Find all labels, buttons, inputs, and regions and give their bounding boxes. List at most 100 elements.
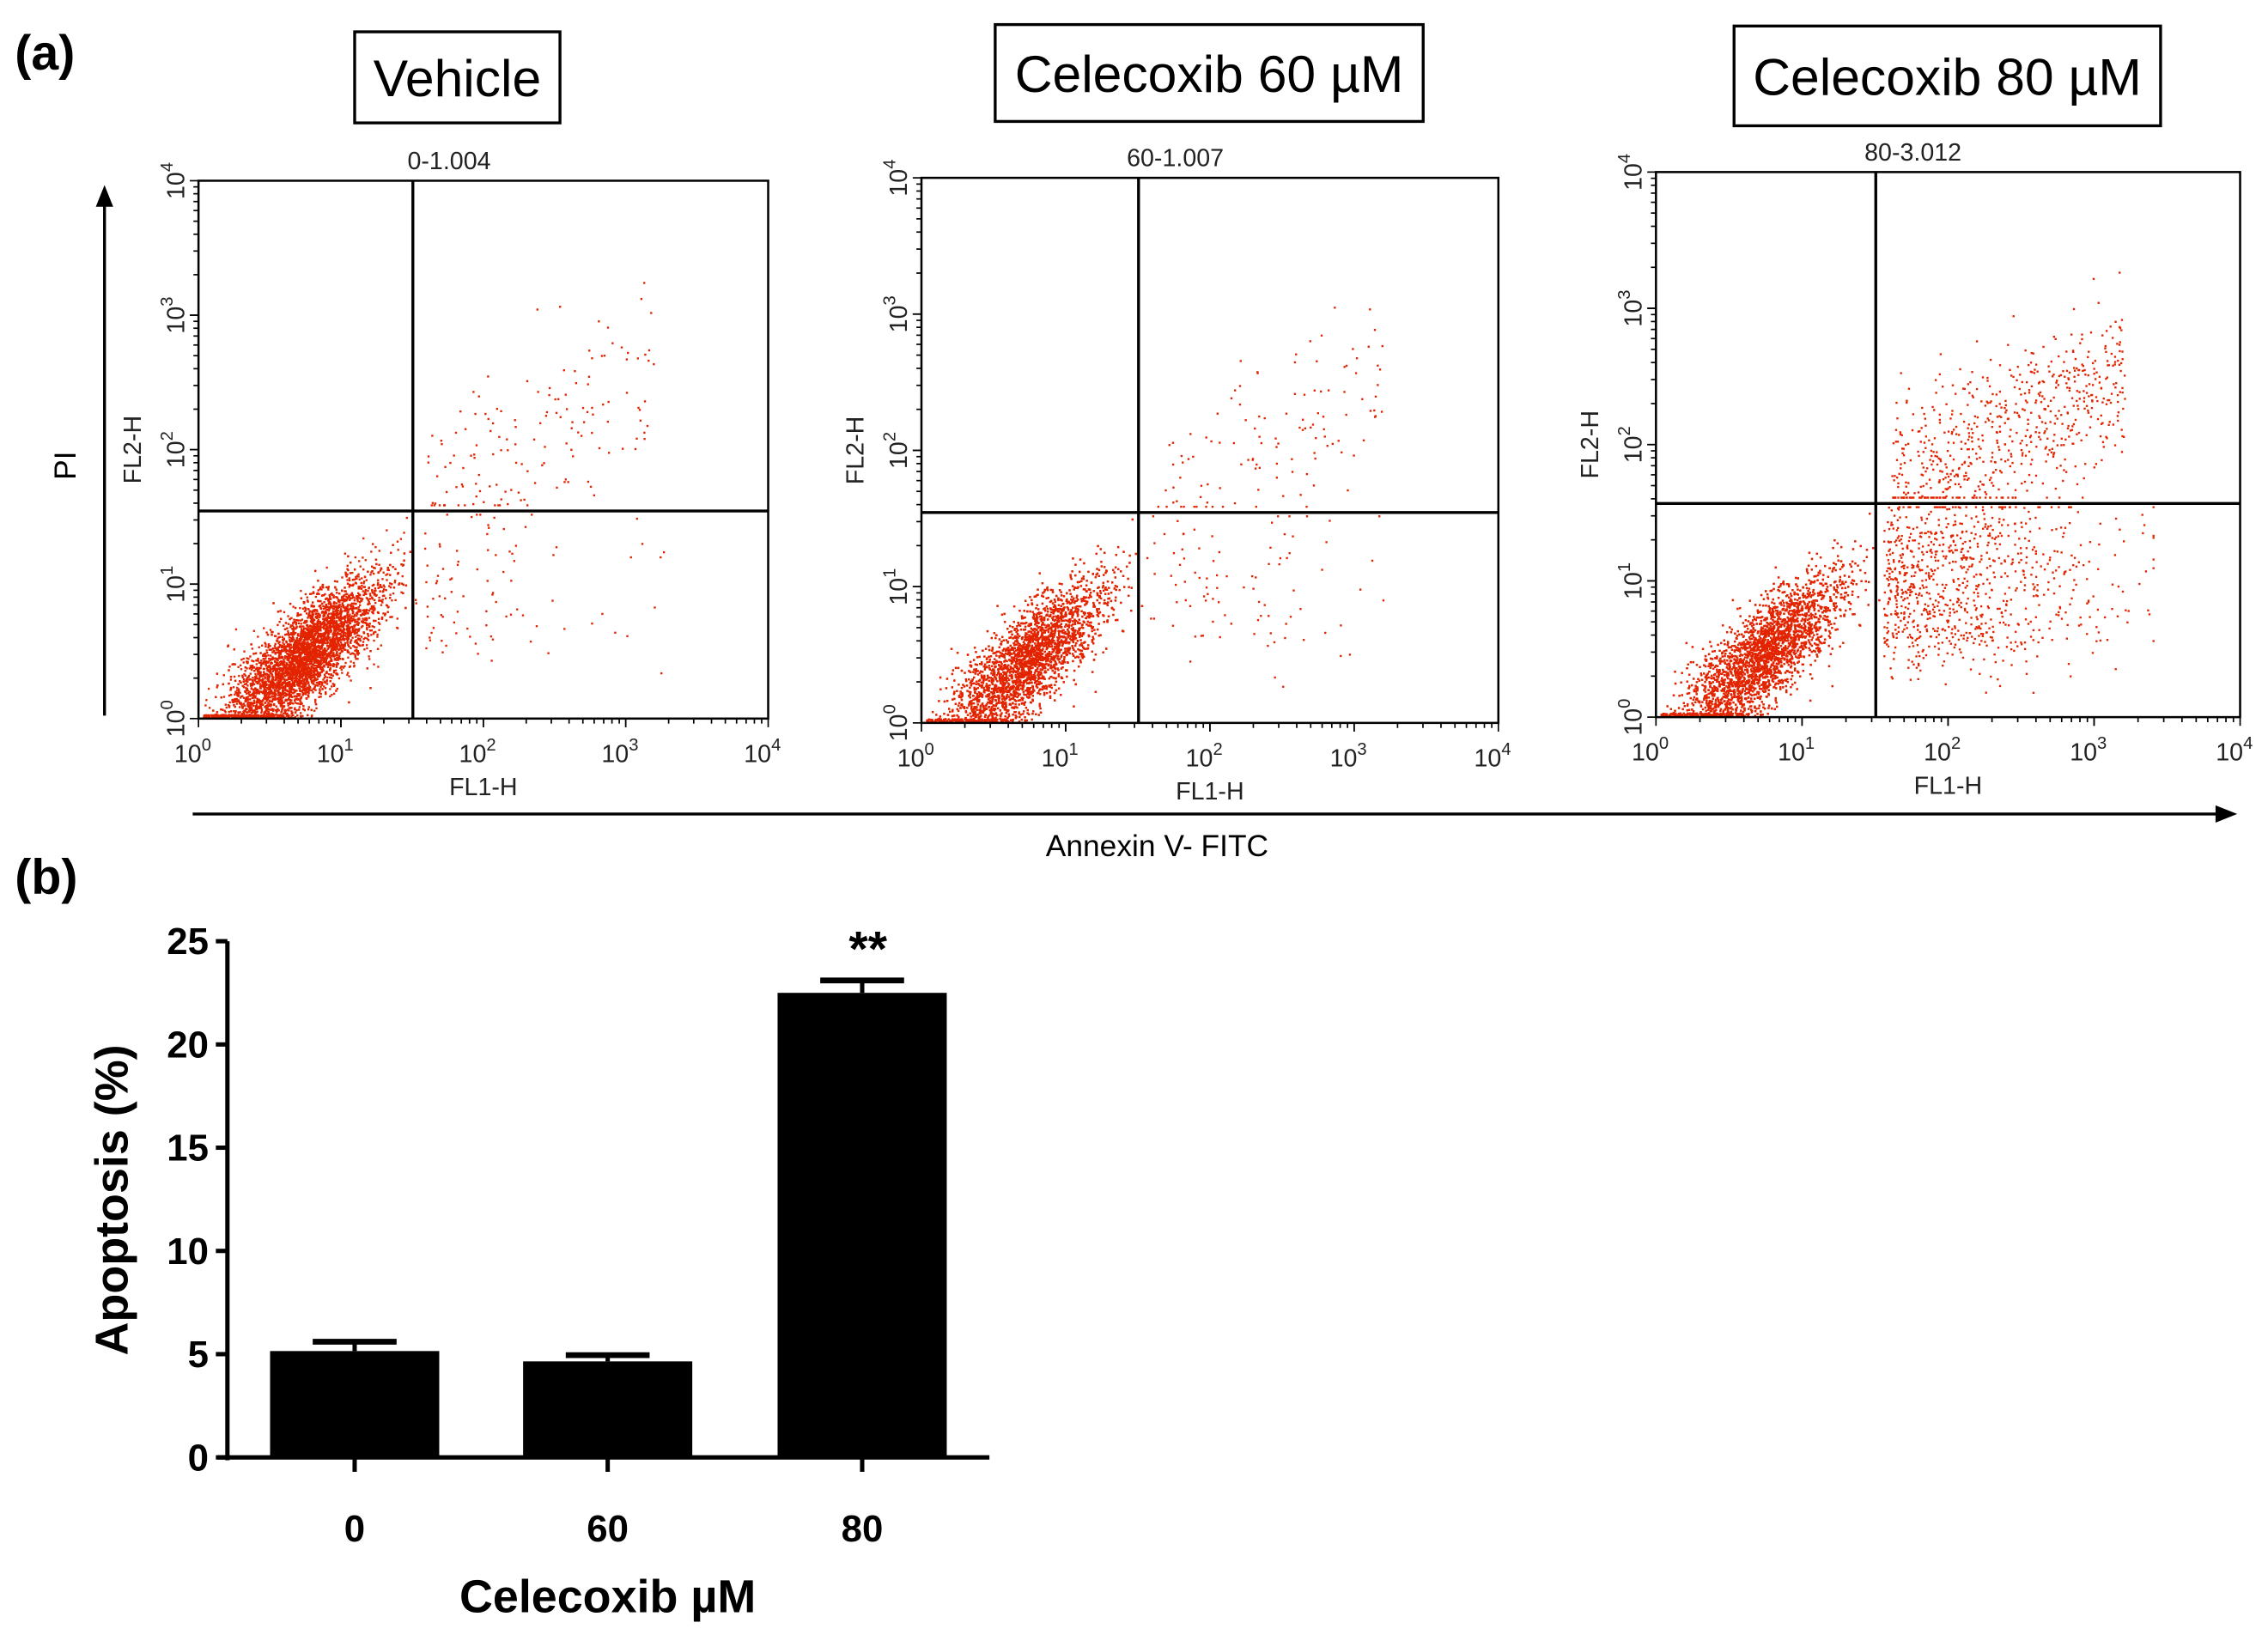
event-dot <box>322 586 325 589</box>
event-dot <box>258 671 260 673</box>
event-dot <box>368 610 371 612</box>
event-dot <box>320 671 323 673</box>
event-dot <box>300 681 303 684</box>
event-dot <box>252 666 256 669</box>
event-dot <box>264 665 268 667</box>
event-dot <box>277 696 281 699</box>
event-dot <box>386 567 389 569</box>
event-dot <box>252 704 255 707</box>
event-dot <box>356 631 358 635</box>
event-dot <box>336 653 338 657</box>
event-dot <box>268 665 271 667</box>
event-dot <box>329 640 332 642</box>
event-dot <box>385 588 387 592</box>
event-dot <box>255 711 258 714</box>
event-dot <box>349 635 351 637</box>
event-dot <box>254 715 258 718</box>
event-dot <box>342 636 344 639</box>
event-dot <box>278 688 281 690</box>
event-dot <box>323 612 326 615</box>
event-dot <box>330 616 332 618</box>
event-dot <box>287 632 290 635</box>
event-dot <box>305 642 307 646</box>
event-dot <box>341 617 344 620</box>
event-dot <box>373 626 375 629</box>
event-dot <box>313 677 317 679</box>
event-dot <box>254 677 257 679</box>
event-dot <box>359 637 362 641</box>
event-dot <box>321 668 325 671</box>
sample-id: 0-1.004 <box>408 148 491 175</box>
event-dot <box>289 707 292 709</box>
event-dot <box>255 706 258 709</box>
event-dot <box>342 632 345 635</box>
event-dot <box>310 614 313 617</box>
event-dot <box>344 661 347 665</box>
event-dot <box>266 678 270 680</box>
event-dot <box>310 715 313 718</box>
event-dot <box>313 709 316 712</box>
event-dot <box>329 598 332 600</box>
event-dot <box>373 567 375 569</box>
event-dot <box>289 695 292 697</box>
event-dot <box>315 633 318 635</box>
event-dot <box>327 672 331 676</box>
event-dot <box>267 673 270 677</box>
event-dot <box>339 641 343 644</box>
event-dot <box>368 623 372 625</box>
event-dot <box>332 623 335 626</box>
event-dot <box>396 626 398 629</box>
event-dot <box>323 685 325 688</box>
event-dot <box>400 582 404 585</box>
event-dot <box>328 620 331 623</box>
event-dot <box>258 683 262 685</box>
event-dot <box>402 592 404 595</box>
event-dot <box>274 659 277 663</box>
event-dot <box>234 690 237 693</box>
event-dot <box>277 684 280 686</box>
event-dot <box>243 683 246 686</box>
event-dot <box>251 696 254 700</box>
event-dot <box>370 605 374 608</box>
event-dot <box>387 568 391 572</box>
event-dot <box>356 623 360 626</box>
event-dot <box>295 644 298 647</box>
event-dot <box>285 664 288 666</box>
event-dot <box>322 617 325 621</box>
event-dot <box>327 609 331 612</box>
event-dot <box>362 537 365 540</box>
event-dot <box>356 620 359 623</box>
event-dot <box>314 673 318 676</box>
event-dot <box>345 638 349 641</box>
event-dot <box>325 671 328 673</box>
event-dot <box>253 701 256 703</box>
event-dot <box>277 686 279 689</box>
event-dot <box>289 639 291 641</box>
event-dot <box>297 667 301 671</box>
event-dot <box>319 659 322 662</box>
event-dot <box>261 678 264 680</box>
event-dot <box>255 705 258 708</box>
event-dot <box>330 643 332 647</box>
event-dot <box>319 587 321 591</box>
event-dot <box>291 673 294 676</box>
event-dot <box>365 644 368 647</box>
event-dot <box>322 669 325 672</box>
event-dot <box>252 699 256 702</box>
event-dot <box>267 708 271 711</box>
event-dot <box>307 672 309 675</box>
event-dot <box>313 679 316 682</box>
event-dot <box>319 604 322 607</box>
event-dot <box>388 585 391 587</box>
event-dot <box>251 659 253 662</box>
event-dot <box>319 696 322 698</box>
event-dot <box>260 709 264 712</box>
event-dot <box>335 659 337 661</box>
event-dot <box>244 670 246 672</box>
event-dot <box>313 634 317 636</box>
event-dot <box>265 708 268 711</box>
event-dot <box>343 623 345 626</box>
event-dot <box>311 679 313 683</box>
event-dot <box>332 643 335 646</box>
event-dot <box>351 636 354 639</box>
